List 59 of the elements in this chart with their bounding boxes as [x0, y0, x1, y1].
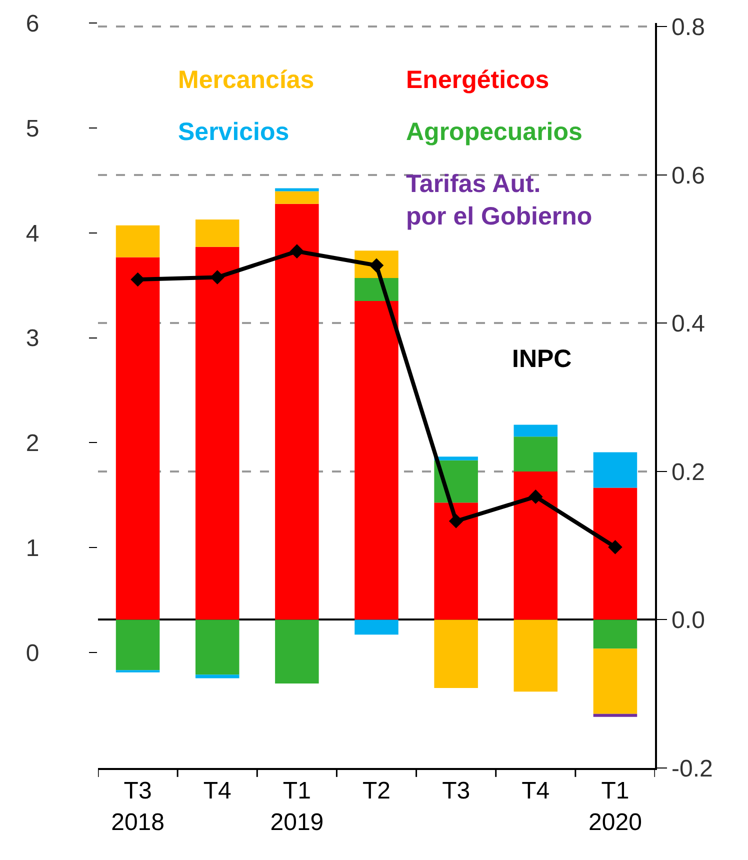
- bar: [434, 460, 478, 503]
- bar: [434, 620, 478, 688]
- y2-tick-label: 0.0: [672, 607, 705, 634]
- bar: [195, 620, 240, 675]
- bar: [195, 674, 240, 678]
- bar: [275, 188, 319, 192]
- bar: [354, 300, 398, 620]
- point: [448, 514, 464, 528]
- bar: [593, 620, 638, 649]
- y2-tick-label: 0.6: [672, 162, 705, 190]
- bar: [354, 278, 398, 301]
- bar: [593, 452, 638, 488]
- text: INPC: [512, 345, 572, 373]
- text: Mercancías: [178, 66, 314, 94]
- y-tick-label: 0: [26, 640, 40, 667]
- bar: [514, 471, 558, 620]
- point: [130, 272, 145, 287]
- x-tick-label: T1 2019: [270, 778, 324, 836]
- bar: [116, 225, 160, 258]
- bar: [593, 648, 638, 714]
- bar: [593, 488, 638, 620]
- point: [608, 540, 622, 554]
- y2-tick-label: 0.4: [672, 310, 705, 338]
- x-tick-label: T4: [522, 778, 550, 805]
- x-tick-label: T1 2020: [588, 778, 642, 836]
- y-tick-label: 3: [26, 325, 40, 352]
- bar: [275, 204, 319, 620]
- y2-tick-label: 0.8: [672, 14, 705, 42]
- y2-tick-label: -0.2: [672, 755, 713, 782]
- bar: [593, 714, 638, 717]
- bar: [514, 436, 558, 472]
- y-tick-label: 2: [26, 430, 40, 458]
- bar: [275, 620, 319, 684]
- text: Tarifas Aut. por el Gobierno: [406, 170, 592, 230]
- bar: [195, 246, 240, 620]
- series-label: Servicios: [178, 118, 290, 146]
- bar: [354, 620, 398, 635]
- y2-tick-label: 0.2: [672, 458, 705, 486]
- x-tick-label: T3: [442, 778, 470, 805]
- y-tick-label: 6: [26, 10, 40, 38]
- y-tick-label: 4: [26, 220, 40, 248]
- y-tick-label: 1: [26, 535, 40, 562]
- bar: [434, 502, 478, 620]
- bar: [514, 620, 558, 692]
- bar: [116, 257, 160, 620]
- bar: [195, 219, 240, 247]
- point: [290, 244, 304, 258]
- bar: [275, 191, 319, 204]
- y-tick-label: 5: [26, 115, 40, 142]
- x-tick-label: T3 2018: [111, 778, 164, 836]
- point: [210, 270, 225, 284]
- point: [528, 490, 543, 504]
- text: Energéticos: [406, 66, 550, 94]
- bar: [434, 456, 478, 460]
- x-tick-label: T2: [362, 778, 391, 805]
- bar: [116, 620, 160, 670]
- bar: [514, 424, 558, 437]
- x-tick-label: T4: [203, 778, 232, 805]
- text: Agropecuarios: [406, 118, 582, 146]
